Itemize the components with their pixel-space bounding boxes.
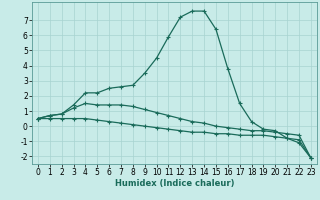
X-axis label: Humidex (Indice chaleur): Humidex (Indice chaleur) xyxy=(115,179,234,188)
